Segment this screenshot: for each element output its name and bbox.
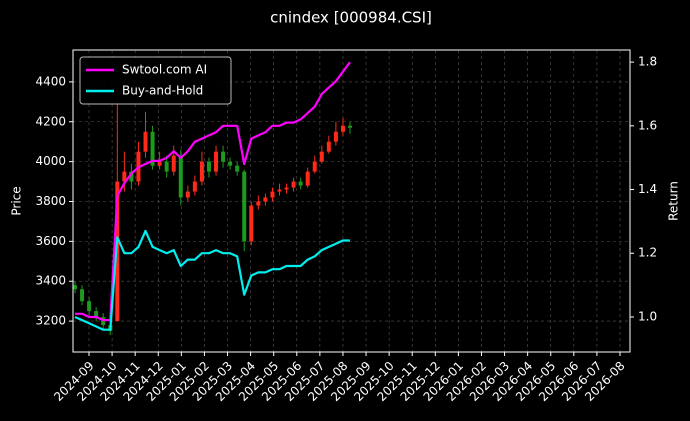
y-axis-label: Price — [10, 186, 24, 215]
candle-body — [171, 155, 176, 172]
y2-tick-label: 1.2 — [638, 246, 657, 260]
candle-body — [249, 205, 254, 242]
y-tick-label: 4400 — [35, 74, 66, 88]
candle-body — [256, 201, 261, 206]
candle-body — [214, 151, 219, 172]
candle-body — [150, 131, 155, 166]
candle-body — [129, 171, 134, 182]
candle-body — [185, 191, 190, 198]
candle-body — [157, 161, 162, 166]
candle-body — [228, 161, 233, 166]
candle-body — [122, 171, 127, 182]
candle-body — [164, 161, 169, 172]
legend-box — [79, 56, 232, 105]
y2-tick-label: 1.8 — [638, 55, 657, 69]
y-tick-label: 3600 — [35, 234, 66, 248]
candle-body — [178, 155, 183, 198]
candle-body — [206, 161, 211, 172]
y-tick-label: 3400 — [35, 274, 66, 288]
plot — [73, 61, 352, 336]
y2-tick-label: 1.4 — [638, 182, 657, 196]
candle-body — [199, 161, 204, 182]
y-tick-label: 3200 — [35, 314, 66, 328]
y2-axis-label: Return — [667, 181, 681, 221]
candle-body — [221, 151, 226, 162]
candle-body — [298, 181, 303, 186]
y2-tick-label: 1.0 — [638, 309, 657, 323]
legend-label: Swtool.com AI — [122, 63, 207, 77]
y-tick-label: 4000 — [35, 154, 66, 168]
candle-body — [235, 165, 240, 172]
y2-tick-label: 1.6 — [638, 118, 657, 132]
candle-body — [326, 141, 331, 152]
return-line — [74, 229, 350, 331]
candle-body — [87, 301, 92, 312]
legend-label: Buy-and-Hold — [122, 84, 203, 98]
candle-body — [312, 161, 317, 172]
return-line — [75, 61, 351, 322]
candle-body — [305, 171, 310, 186]
candle-body — [277, 189, 282, 192]
candle-body — [143, 131, 148, 152]
candle-body — [284, 187, 289, 190]
candle-body — [80, 289, 85, 302]
candle-body — [291, 181, 296, 188]
candle-body — [192, 181, 197, 192]
candle-body — [340, 125, 345, 132]
chart-title: cnindex [000984.CSI] — [270, 9, 432, 27]
candle-body — [319, 151, 324, 162]
y-tick-label: 4200 — [35, 114, 66, 128]
candle-body — [242, 171, 247, 242]
y-tick-label: 3800 — [35, 194, 66, 208]
candle-body — [263, 197, 268, 202]
candle-body — [94, 311, 99, 318]
candle-body — [270, 191, 275, 198]
candle-body — [348, 125, 352, 128]
candle-body — [333, 131, 338, 142]
candle-body — [73, 285, 77, 290]
legend: Swtool.com AI Buy-and-Hold — [79, 56, 232, 105]
